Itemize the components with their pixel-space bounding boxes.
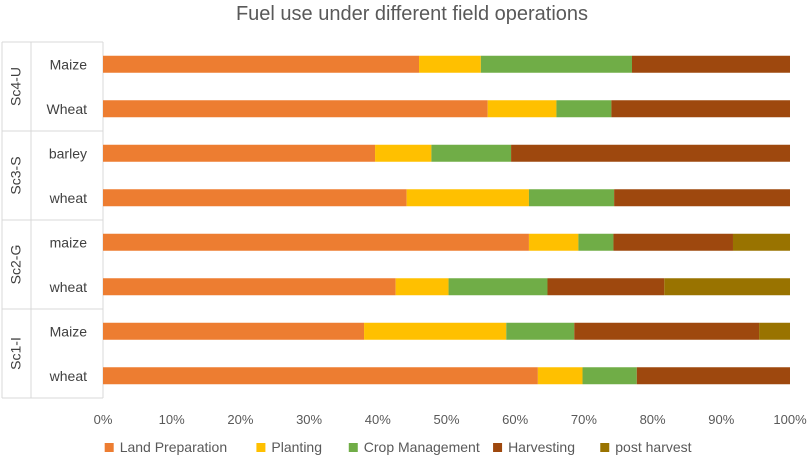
bar-sc2-g-maize-post-harvest [732, 233, 790, 251]
bar-sc4-u-wheat-harvesting [611, 100, 790, 118]
bar-sc2-g-maize-planting [528, 233, 579, 251]
x-tick-label: 60% [502, 412, 528, 427]
x-tick-label: 100% [773, 412, 807, 427]
bar-sc3-s-barley-land-preparation [103, 144, 376, 162]
bar-sc2-g-wheat-planting [395, 278, 449, 296]
bar-sc2-g-maize-land-preparation [103, 233, 529, 251]
bar-sc2-g-wheat-harvesting [547, 278, 665, 296]
x-tick-label: 50% [433, 412, 459, 427]
legend-label: Harvesting [508, 439, 575, 455]
group-label: Sc4-U [8, 67, 24, 106]
category-label: Maize [50, 323, 88, 339]
legend-label: post harvest [615, 439, 691, 455]
bar-sc4-u-maize-crop-management [480, 55, 632, 73]
bar-sc2-g-wheat-crop-management [448, 278, 548, 296]
x-tick-label: 80% [640, 412, 666, 427]
bar-sc4-u-wheat-planting [487, 100, 557, 118]
category-label: maize [50, 234, 88, 250]
bar-sc4-u-wheat-crop-management [556, 100, 612, 118]
bar-sc2-g-maize-harvesting [613, 233, 733, 251]
legend-swatch [493, 443, 503, 452]
legend-swatch [600, 443, 610, 452]
bar-sc2-g-wheat-post-harvest [664, 278, 790, 296]
x-tick-label: 0% [94, 412, 113, 427]
bar-sc1-i-wheat-planting [537, 367, 583, 385]
bar-sc3-s-wheat-planting [406, 189, 529, 207]
category-label: Maize [50, 56, 88, 72]
bar-sc1-i-maize-crop-management [506, 322, 575, 340]
bar-sc3-s-wheat-land-preparation [103, 189, 407, 207]
bar-sc3-s-barley-crop-management [431, 144, 512, 162]
x-tick-label: 70% [571, 412, 597, 427]
bar-sc4-u-maize-planting [419, 55, 481, 73]
bar-sc4-u-maize-land-preparation [103, 55, 420, 73]
bar-sc1-i-wheat-land-preparation [103, 367, 538, 385]
legend-swatch [348, 443, 358, 452]
chart-title: Fuel use under different field operation… [236, 3, 588, 25]
legend-label: Crop Management [364, 439, 480, 455]
bar-sc4-u-maize-harvesting [631, 55, 790, 73]
category-label: Wheat [47, 101, 88, 117]
category-label: barley [49, 145, 87, 161]
bar-sc2-g-maize-crop-management [578, 233, 614, 251]
legend-label: Land Preparation [120, 439, 227, 455]
bar-sc3-s-barley-harvesting [511, 144, 790, 162]
group-label: Sc2-G [8, 245, 24, 285]
legend-label: Planting [271, 439, 322, 455]
bar-sc3-s-wheat-harvesting [614, 189, 790, 207]
bar-sc2-g-wheat-land-preparation [103, 278, 396, 296]
bar-sc1-i-wheat-crop-management [582, 367, 637, 385]
category-label: wheat [49, 368, 87, 384]
bar-sc4-u-wheat-land-preparation [103, 100, 488, 118]
x-tick-label: 90% [708, 412, 734, 427]
x-tick-label: 10% [159, 412, 185, 427]
group-label: Sc1-I [8, 337, 24, 370]
bar-sc1-i-maize-planting [364, 322, 507, 340]
bar-sc1-i-wheat-harvesting [636, 367, 790, 385]
bar-sc1-i-maize-post-harvest [759, 322, 790, 340]
category-label: wheat [49, 279, 87, 295]
x-tick-label: 20% [227, 412, 253, 427]
category-label: wheat [49, 190, 87, 206]
legend-swatch [256, 443, 266, 452]
bar-sc3-s-wheat-crop-management [528, 189, 615, 207]
bar-sc1-i-maize-land-preparation [103, 322, 365, 340]
x-tick-label: 40% [365, 412, 391, 427]
bar-sc1-i-maize-harvesting [574, 322, 760, 340]
x-tick-label: 30% [296, 412, 322, 427]
group-label: Sc3-S [8, 156, 24, 194]
bar-sc3-s-barley-planting [375, 144, 432, 162]
legend-swatch [104, 443, 114, 452]
